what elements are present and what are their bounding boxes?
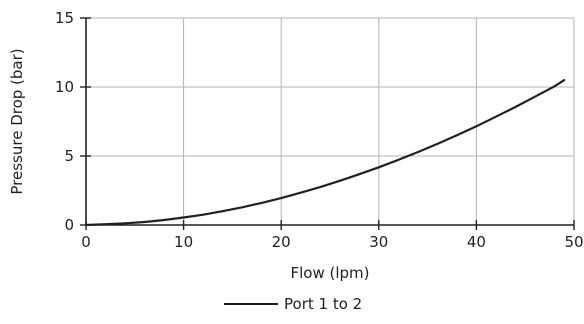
axes [80,17,575,230]
y-tick-label: 15 [55,9,74,27]
series-line-0 [84,78,566,227]
x-tick-label: 40 [467,233,486,251]
x-tick-label: 10 [174,233,193,251]
x-tick-label: 20 [272,233,291,251]
y-axis-label: Pressure Drop (bar) [8,48,26,194]
tick-labels: 0 10 20 30 40 50 0 5 10 15 [55,9,584,251]
x-tick-label: 0 [81,233,91,251]
y-tick-label: 10 [55,78,74,96]
legend-label: Port 1 to 2 [284,295,362,313]
y-tick-label: 0 [64,216,74,234]
legend: Port 1 to 2 [224,295,362,313]
series [84,78,566,227]
x-tick-label: 50 [564,233,583,251]
y-tick-label: 5 [64,147,74,165]
x-tick-label: 30 [369,233,388,251]
grid [86,17,575,225]
x-axis-label: Flow (lpm) [290,264,369,282]
